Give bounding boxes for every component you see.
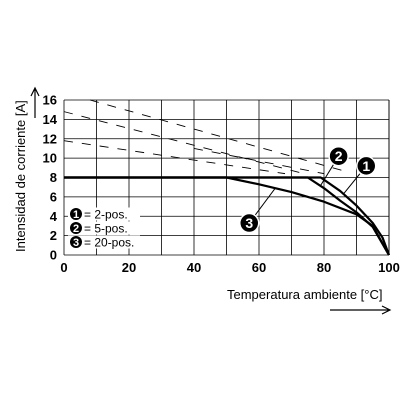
series-lines	[64, 176, 391, 256]
legend-marker-icon	[70, 222, 82, 234]
legend-marker-icon	[70, 236, 82, 248]
legend-entry: 3 = 20-pos.	[68, 235, 140, 250]
legend-label: = 2-pos.	[84, 208, 128, 222]
legend-entry: 2 = 5-pos.	[68, 221, 140, 236]
dashed-reference-line	[193, 147, 325, 175]
legend-marker-icon	[70, 208, 82, 220]
callout-1: 1	[343, 155, 377, 195]
x-tick-label: 60	[252, 260, 266, 275]
y-axis-label: Intensidad de corriente [A]	[13, 100, 28, 252]
y-tick-label: 14	[43, 112, 58, 127]
y-tick-label: 4	[50, 209, 58, 224]
y-tick-label: 6	[50, 189, 57, 204]
callout-marker-icon	[356, 155, 377, 177]
callout-marker-number: 3	[245, 215, 253, 231]
y-tick-label: 10	[43, 151, 57, 166]
x-tick-label: 100	[378, 260, 400, 275]
y-tick-label: 16	[43, 93, 57, 108]
callout-2: 2	[320, 145, 349, 186]
x-axis-arrow	[330, 305, 392, 315]
legend-entry-background	[68, 221, 140, 235]
legend-marker-number: 2	[73, 223, 79, 235]
y-axis-arrow	[30, 86, 40, 118]
dashed-reference-line	[63, 140, 286, 175]
x-tick-label: 20	[122, 260, 136, 275]
x-tick-label: 80	[317, 260, 331, 275]
callout-marker-number: 2	[335, 148, 343, 164]
dashed-reference-line	[63, 111, 308, 176]
y-tick-label: 12	[43, 131, 57, 146]
y-tick-label: 8	[50, 170, 57, 185]
legend-marker-number: 3	[73, 237, 79, 249]
x-axis-label: Temperatura ambiente [°C]	[227, 287, 383, 302]
legend-label: = 5-pos.	[84, 222, 128, 236]
y-tick-label: 0	[50, 248, 57, 263]
callout-marker-icon	[239, 212, 260, 234]
x-tick-label: 40	[187, 260, 201, 275]
legend-marker-number: 1	[73, 209, 79, 221]
legend-entry-background	[68, 235, 140, 249]
callout-marker-icon	[328, 145, 349, 167]
dashed-reference-line	[89, 99, 351, 174]
series-line-3	[64, 176, 390, 256]
legend-entry-background	[68, 207, 140, 221]
callouts: 1 2 3	[239, 145, 377, 234]
series-line-1	[64, 176, 391, 256]
legend: 1 = 2-pos. 2 = 5-pos. 3 = 20-pos.	[68, 207, 140, 250]
x-tick-label: 0	[60, 260, 67, 275]
callout-marker-number: 1	[362, 158, 370, 174]
callout-3: 3	[239, 187, 276, 234]
dashed-reference-lines	[63, 99, 351, 176]
legend-entry: 1 = 2-pos.	[68, 207, 140, 222]
y-tick-label: 2	[50, 228, 57, 243]
legend-label: = 20-pos.	[84, 236, 134, 250]
